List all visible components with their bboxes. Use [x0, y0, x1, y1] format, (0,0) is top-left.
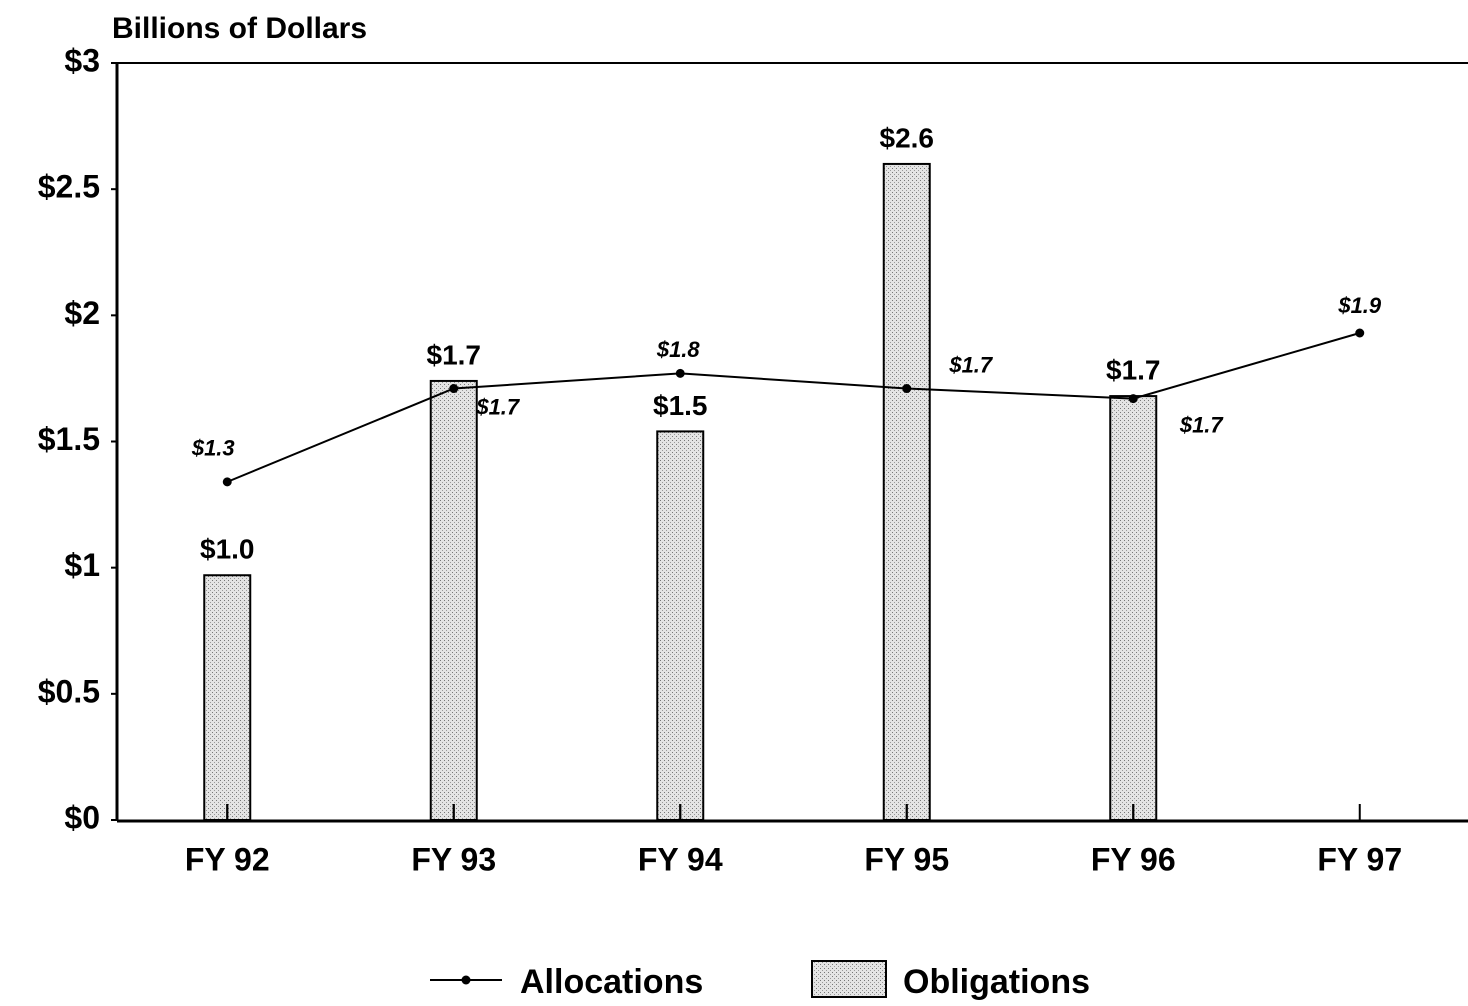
bar — [203, 574, 252, 822]
line-point — [449, 384, 459, 394]
line — [226, 332, 1361, 483]
bar — [882, 162, 931, 821]
legend-swatch — [811, 960, 887, 998]
x-tick-label: FY 94 — [638, 841, 723, 877]
y-tick-label: $1 — [64, 547, 100, 583]
y-tick-label: $1.5 — [38, 421, 100, 457]
line-point — [902, 384, 912, 394]
line-value-label: $1.7 — [475, 394, 521, 419]
x-tick-label: FY 96 — [1091, 841, 1176, 877]
legend-marker — [461, 975, 471, 985]
line-point — [1355, 328, 1365, 338]
x-tick-label: FY 97 — [1317, 841, 1402, 877]
bar — [1109, 395, 1158, 821]
line-value-label: $1.9 — [1337, 293, 1382, 318]
y-tick-label: $0 — [64, 799, 100, 835]
line-value-label: $1.7 — [948, 352, 994, 377]
bar-value-label: $1.5 — [653, 390, 708, 421]
y-tick-label: $3 — [64, 42, 100, 78]
legend-label: Obligations — [903, 963, 1090, 1001]
y-tick-label: $2 — [64, 295, 100, 331]
x-tick-label: FY 93 — [411, 841, 496, 877]
bar — [429, 379, 478, 821]
line-point — [1128, 394, 1138, 404]
line-value-label: $1.3 — [191, 436, 235, 461]
bar-value-label: $1.7 — [1106, 354, 1161, 385]
line-point — [222, 477, 232, 487]
x-tick-label: FY 95 — [864, 841, 949, 877]
line-point — [675, 368, 685, 378]
bar-value-label: $2.6 — [880, 122, 935, 153]
line-value-label: $1.8 — [656, 337, 701, 362]
bar-value-label: $1.7 — [427, 339, 482, 370]
x-tick-label: FY 92 — [185, 841, 270, 877]
y-tick-label: $0.5 — [38, 673, 100, 709]
line-value-label: $1.7 — [1179, 412, 1225, 437]
bar — [656, 430, 705, 821]
legend-label: Allocations — [520, 963, 703, 1001]
y-tick-label: $2.5 — [38, 169, 100, 205]
bar-value-label: $1.0 — [200, 534, 255, 565]
y-axis-title: Billions of Dollars — [112, 12, 367, 45]
